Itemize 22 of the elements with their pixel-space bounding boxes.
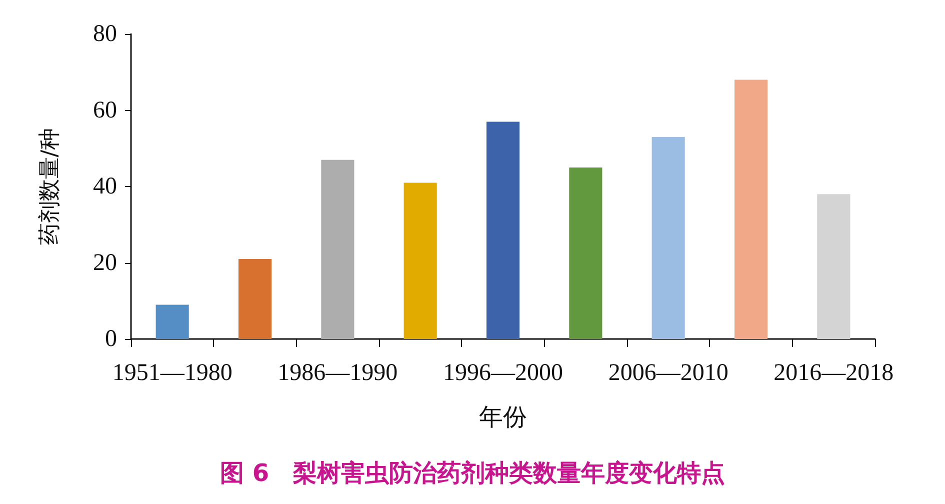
bar bbox=[486, 122, 520, 339]
y-axis-title: 药剂数量/种 bbox=[38, 128, 62, 246]
y-tick-label: 60 bbox=[93, 97, 117, 124]
y-tick-label: 20 bbox=[93, 250, 117, 276]
x-tick-label: 1996—2000 bbox=[443, 360, 563, 386]
bar bbox=[404, 182, 437, 339]
bar bbox=[569, 167, 602, 339]
x-tick-label: 1951—1980 bbox=[112, 360, 232, 386]
x-tick-label: 1986—1990 bbox=[278, 360, 398, 386]
bar bbox=[321, 160, 354, 339]
bar bbox=[652, 136, 685, 339]
bar bbox=[156, 304, 189, 339]
text: 图 6 梨树害虫防治药剂种类数量年度变化特点 bbox=[220, 459, 726, 487]
y-tick-label: 80 bbox=[93, 21, 117, 47]
x-tick-label: 2006—2010 bbox=[608, 360, 728, 386]
bar bbox=[238, 258, 272, 339]
y-tick-label: 40 bbox=[93, 174, 117, 200]
bar bbox=[734, 80, 768, 339]
x-axis-title: 年份 bbox=[479, 403, 527, 431]
y-tick-label: 0 bbox=[105, 326, 117, 352]
bar bbox=[817, 194, 850, 339]
x-tick-label: 2016—2018 bbox=[774, 360, 894, 386]
